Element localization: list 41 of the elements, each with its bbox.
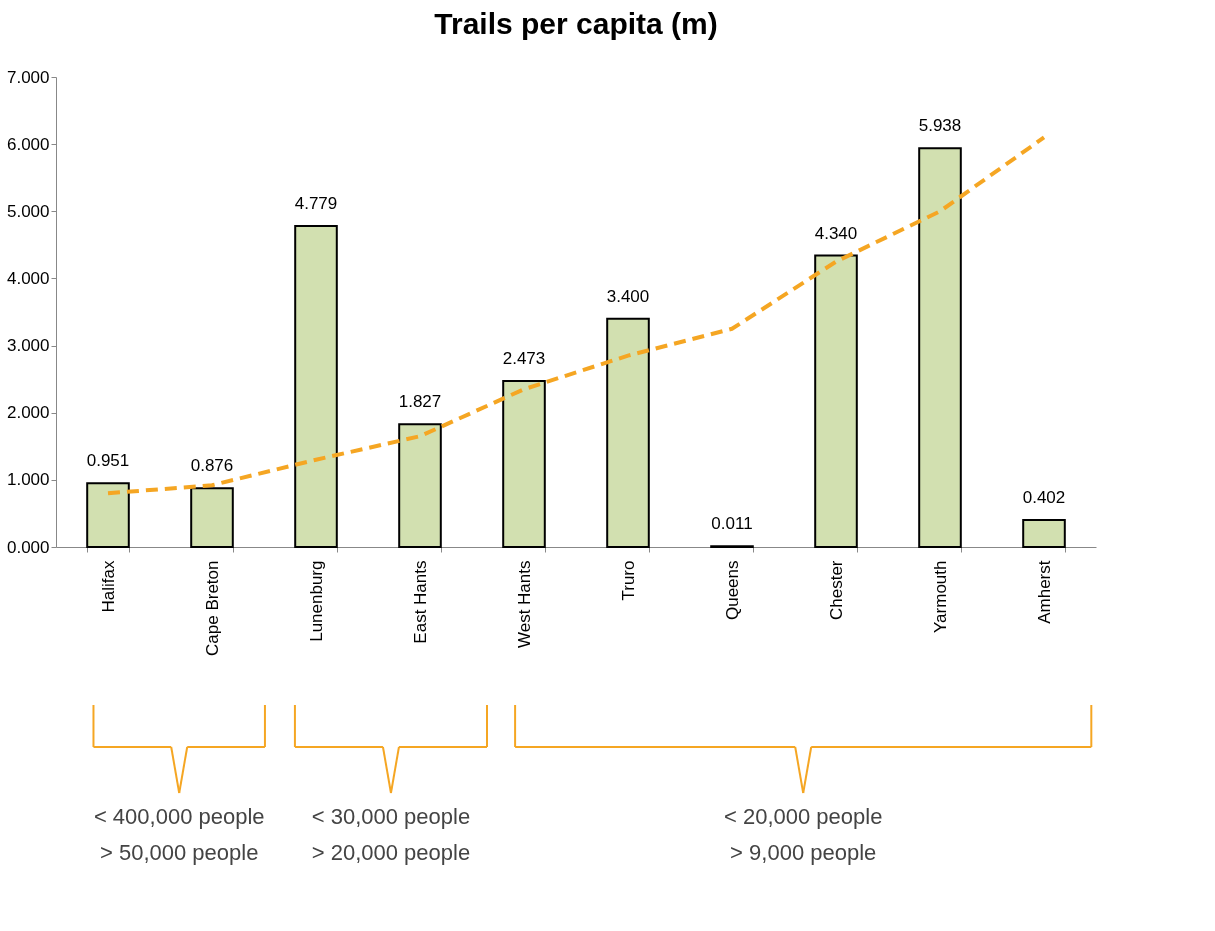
y-tick-label: 3.000 <box>6 336 50 356</box>
bar <box>502 379 546 548</box>
x-tick-label: East Hants <box>410 560 430 644</box>
data-label: 5.938 <box>918 116 962 136</box>
bar <box>1022 519 1066 548</box>
y-tick-label: 7.000 <box>6 67 50 87</box>
x-tick-label: Cape Breton <box>202 560 222 656</box>
data-label: 0.951 <box>86 451 130 471</box>
x-tick-label: West Hants <box>514 560 534 649</box>
chart-title: Trails per capita (m) <box>434 7 718 40</box>
data-label: 4.340 <box>814 223 858 243</box>
bar <box>814 254 858 548</box>
text: < 20,000 people > 9,000 people <box>723 804 883 865</box>
x-tick-label: Truro <box>618 560 638 601</box>
y-tick-label: 4.000 <box>6 268 50 288</box>
data-label: 0.876 <box>190 456 234 476</box>
y-tick-label: 1.000 <box>6 470 50 490</box>
data-label: 4.779 <box>294 194 338 214</box>
x-tick-label: Queens <box>722 560 742 621</box>
data-label: 0.011 <box>711 514 753 534</box>
data-label: 3.400 <box>606 286 650 306</box>
x-tick-label: Yarmouth <box>930 560 950 633</box>
data-label: 2.473 <box>502 348 546 368</box>
text: < 30,000 people > 20,000 people <box>311 804 471 865</box>
y-tick-label: 2.000 <box>6 403 50 423</box>
y-tick-label: 6.000 <box>6 134 50 154</box>
bar <box>190 487 234 548</box>
x-tick-label: Halifax <box>98 560 118 613</box>
x-tick-label: Lunenburg <box>306 560 326 642</box>
data-label: 0.402 <box>1022 488 1066 508</box>
y-tick-label: 0.000 <box>6 537 50 557</box>
bar <box>86 482 130 548</box>
x-tick-label: Amherst <box>1034 560 1054 624</box>
x-tick-label: Chester <box>826 560 846 621</box>
data-label: 1.827 <box>398 392 442 412</box>
text: < 400,000 people > 50,000 people <box>93 804 265 865</box>
bar <box>294 225 338 548</box>
bar <box>606 317 650 548</box>
bar <box>398 423 442 548</box>
bar <box>918 147 962 548</box>
y-tick-label: 5.000 <box>6 201 50 221</box>
